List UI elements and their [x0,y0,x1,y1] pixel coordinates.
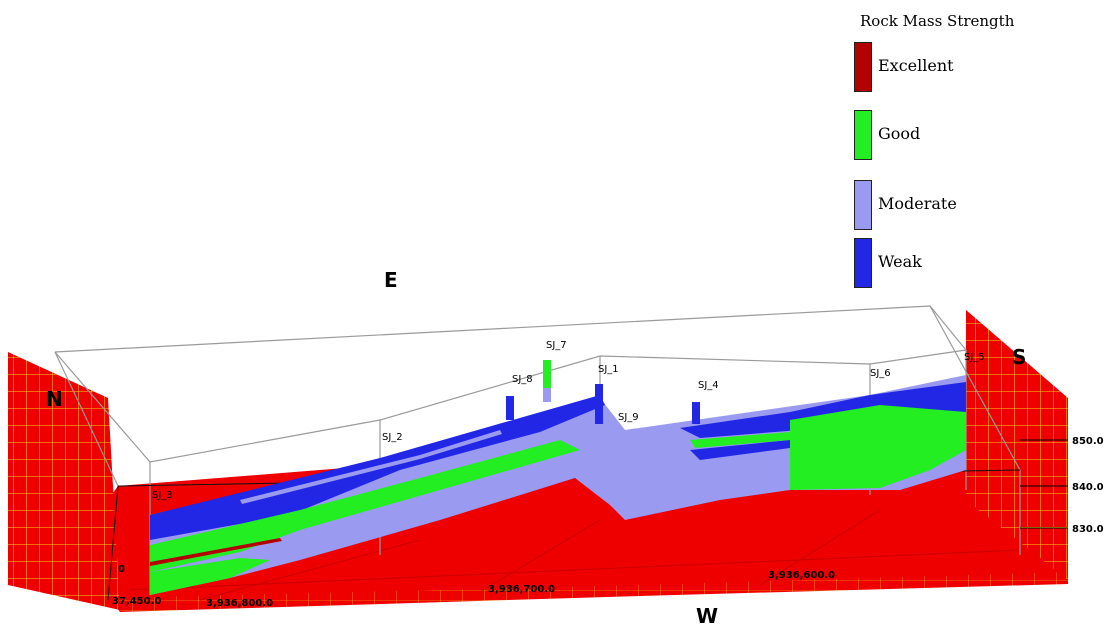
legend-swatch [854,180,872,230]
borehole-label: SJ_1 [598,364,619,375]
elevation-axis: 850.0 840.0 830.0 [1020,436,1104,535]
legend-label: Moderate [878,194,957,213]
easting-axis: 0 37,450.0 3,936,800.0 3,936,700.0 3,936… [112,564,835,609]
easting-tick: 3,936,600.0 [768,570,835,581]
borehole-label: SJ_3 [152,490,173,501]
easting-tick: 3,936,800.0 [206,598,273,609]
legend-title: Rock Mass Strength [860,12,1015,30]
good-layer-right [790,405,966,490]
borehole-label: SJ_7 [546,340,567,351]
easting-tick: 37,450.0 [112,596,161,607]
direction-north-label: N [46,387,63,411]
legend-item-moderate: Moderate [852,180,1092,232]
north-wall [8,352,120,610]
borehole-columns [150,360,700,535]
borehole-label: SJ_5 [964,352,985,363]
floor-grid-lines [129,509,1021,601]
direction-south-label: S [1012,345,1027,369]
weak-band-mid [690,440,790,460]
weak-layer-right [680,382,966,438]
elevation-tick: 840.0 [1072,482,1104,493]
legend-swatch [854,42,872,92]
borehole-label: SJ_8 [512,374,533,385]
direction-west-label: W [696,604,719,628]
good-layer-left [150,440,580,572]
good-band-mid [690,432,790,448]
legend-item-good: Good [852,110,1092,162]
borehole-label: SJ_6 [870,368,891,379]
borehole-labels: SJ_3 SJ_2 SJ_8 SJ_7 SJ_1 SJ_9 SJ_4 SJ_6 … [152,340,985,501]
direction-east-label: E [384,268,398,292]
base-floor-front [108,572,1068,612]
borehole-label: SJ_4 [698,380,719,391]
elevation-tick: 850.0 [1072,436,1104,447]
moderate-streak [240,430,502,504]
excellent-band [150,538,282,566]
legend-swatch [854,110,872,160]
legend: Rock Mass Strength Excellent Good Modera… [852,8,1102,298]
left-tick: 0 [118,564,125,575]
borehole-label: SJ_9 [618,412,639,423]
legend-item-weak: Weak [852,238,1092,290]
legend-label: Good [878,124,921,143]
legend-label: Weak [878,252,922,271]
easting-tick: 3,936,700.0 [488,584,555,595]
borehole-label: SJ_2 [382,432,403,443]
south-wall [966,310,1068,580]
legend-swatch [854,238,872,288]
legend-label: Excellent [878,56,954,75]
good-layer-bottom [150,558,270,595]
legend-item-excellent: Excellent [852,42,1092,94]
elevation-tick: 830.0 [1072,524,1104,535]
